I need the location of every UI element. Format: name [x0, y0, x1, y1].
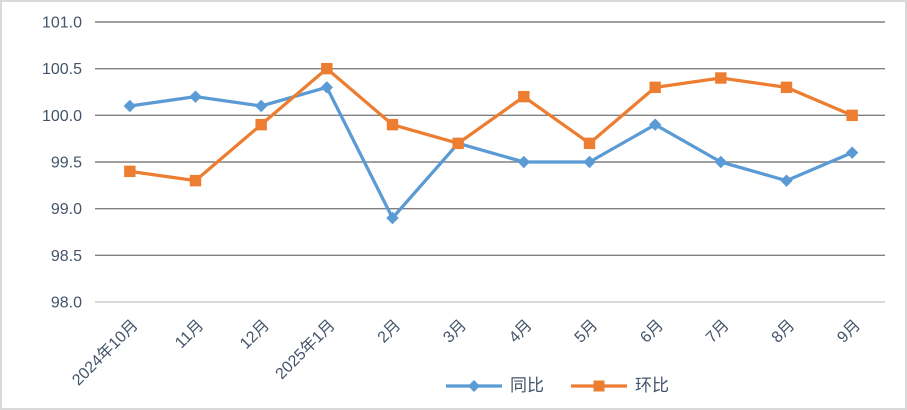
x-axis-tick-label: 7月 — [703, 317, 733, 347]
data-point-square — [518, 90, 530, 103]
legend-item-huanbi: 环比 — [570, 377, 669, 394]
x-axis-tick-label: 2月 — [375, 317, 405, 347]
data-point-square — [452, 137, 464, 150]
data-point-diamond — [583, 155, 596, 169]
x-axis-tick-label: 2025年1月 — [272, 316, 339, 383]
y-axis-tick-label: 101.0 — [42, 15, 82, 32]
x-axis-tick-label: 2024年10月 — [69, 316, 142, 389]
data-point-diamond — [845, 146, 859, 159]
series-line-同比 — [128, 85, 854, 220]
y-axis-tick-label: 98.5 — [51, 248, 82, 265]
data-point-diamond — [648, 118, 662, 131]
data-point-square — [649, 81, 661, 94]
legend-label-tongbi: 同比 — [510, 376, 544, 395]
data-point-square — [583, 137, 596, 150]
y-axis-tick-label: 99.0 — [51, 201, 82, 218]
x-axis-tick-label: 9月 — [834, 317, 864, 347]
x-axis-tick-label: 5月 — [572, 317, 602, 347]
x-axis-tick-label: 4月 — [506, 317, 536, 347]
data-point-square — [189, 174, 202, 187]
x-axis-tick-label: 12月 — [237, 317, 273, 353]
data-point-diamond — [780, 174, 793, 187]
legend-label-huanbi: 环比 — [635, 376, 669, 395]
x-axis-tick-label: 8月 — [769, 317, 799, 347]
legend-item-tongbi: 同比 — [445, 377, 544, 394]
data-point-diamond — [123, 99, 137, 113]
y-axis-tick-label: 98.0 — [51, 295, 82, 312]
y-axis-tick-label: 100.0 — [42, 108, 82, 125]
data-point-square — [386, 118, 399, 131]
data-point-diamond — [320, 81, 334, 94]
series-group — [123, 62, 859, 225]
y-axis-labels-group: 101.0 100.5 100.0 99.5 99.0 98.5 98.0 — [42, 15, 82, 312]
y-axis-tick-label: 99.5 — [51, 155, 82, 172]
data-point-diamond — [517, 155, 531, 169]
data-point-square — [124, 165, 136, 178]
series-line-环比 — [128, 67, 854, 183]
x-axis-tick-label: 6月 — [637, 317, 667, 347]
data-point-square — [715, 72, 727, 84]
x-axis-tick-label: 11月 — [172, 317, 207, 352]
x-axis-tick-label: 3月 — [440, 317, 470, 347]
data-point-diamond — [386, 211, 399, 225]
data-point-square — [255, 118, 267, 131]
data-point-diamond — [714, 155, 728, 169]
gridlines-group — [95, 21, 885, 303]
y-axis-tick-label: 100.5 — [42, 61, 82, 78]
data-point-square — [321, 62, 333, 75]
data-point-square — [780, 81, 793, 94]
legend-marker-diamond-icon — [446, 379, 502, 392]
legend: 同比 环比 — [445, 377, 669, 394]
data-point-diamond — [254, 99, 268, 113]
legend-marker-square-icon — [571, 380, 627, 391]
data-point-square — [846, 109, 858, 122]
data-point-diamond — [189, 90, 202, 103]
